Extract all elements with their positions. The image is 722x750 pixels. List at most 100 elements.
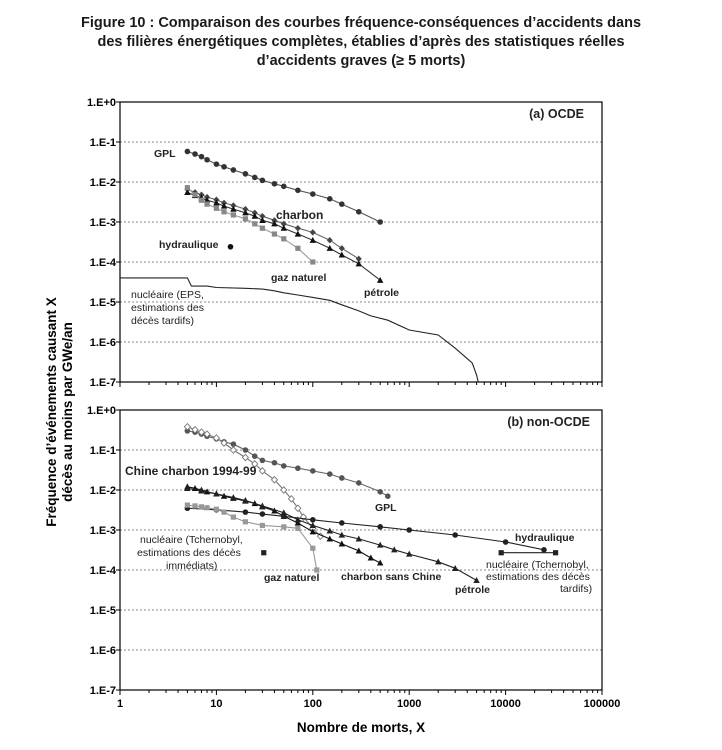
panel-a-annotations: GPL charbon hydraulique gaz naturel pétr… <box>131 148 399 327</box>
x-tick-label: 100 <box>304 698 322 710</box>
data-point <box>251 453 258 459</box>
data-point <box>280 513 287 520</box>
data-point <box>204 505 210 511</box>
data-point <box>299 513 308 521</box>
series-petrole <box>184 188 384 283</box>
data-point <box>259 212 266 220</box>
annotation-a-nucleaire-3: décès tardifs) <box>131 315 194 327</box>
data-point <box>295 187 301 194</box>
data-point <box>203 196 211 203</box>
data-point <box>310 259 316 265</box>
y-tick-label: 1.E-1 <box>90 445 116 457</box>
x-tick-label: 100000 <box>584 698 621 710</box>
data-point <box>314 567 320 573</box>
data-point <box>391 546 398 553</box>
data-point <box>270 475 279 484</box>
data-point <box>229 446 237 454</box>
annotation-b-nucleaire-tardifs-2: estimations des décès <box>486 571 590 583</box>
data-point <box>287 495 296 503</box>
data-point <box>451 564 459 571</box>
annotation-b-nucleaire-tardifs-3: tardifs) <box>560 583 592 595</box>
data-point <box>230 441 237 447</box>
series-nucleaire-tchernobyl-estimations-des-deces-immediats <box>261 550 267 556</box>
data-point <box>213 506 219 512</box>
data-point <box>259 225 265 231</box>
data-point <box>280 463 287 469</box>
data-point <box>230 202 237 209</box>
annotation-a-gaz-naturel: gaz naturel <box>271 272 327 284</box>
data-point <box>326 237 333 244</box>
data-point <box>376 276 384 283</box>
data-point <box>326 244 333 251</box>
data-point <box>271 231 278 237</box>
data-point <box>377 524 383 530</box>
data-point <box>251 174 258 181</box>
x-tick-label: 10 <box>210 698 222 710</box>
data-point <box>355 547 362 554</box>
data-point <box>294 519 302 526</box>
series-line <box>187 487 477 581</box>
data-point <box>367 554 375 561</box>
data-point <box>502 539 509 545</box>
data-point <box>230 205 237 212</box>
data-point <box>261 550 267 556</box>
data-point <box>294 224 301 232</box>
data-point <box>221 163 227 170</box>
data-point <box>355 260 362 267</box>
data-point <box>294 504 302 513</box>
annotation-b-gpl: GPL <box>375 502 397 514</box>
data-point <box>184 428 191 434</box>
data-point <box>271 220 278 227</box>
data-point <box>316 532 325 541</box>
x-axis-label: Nombre de morts, X <box>297 720 425 735</box>
data-point <box>198 153 205 160</box>
data-point <box>241 453 250 462</box>
data-point <box>295 465 301 472</box>
data-point <box>355 480 362 486</box>
annotation-a-nucleaire-2: estimations des <box>131 302 204 314</box>
data-point <box>227 243 234 250</box>
data-point <box>212 434 221 442</box>
data-point <box>184 148 191 155</box>
data-point <box>295 245 301 251</box>
data-point <box>280 220 287 228</box>
data-point <box>326 196 333 202</box>
data-point <box>326 527 333 534</box>
data-point <box>184 484 191 491</box>
data-point <box>259 522 265 529</box>
plot-frame <box>119 101 603 383</box>
data-point <box>294 230 302 237</box>
data-point <box>184 188 191 195</box>
data-point <box>280 224 287 231</box>
series-petrole <box>184 484 480 583</box>
data-point <box>191 425 199 434</box>
data-point <box>310 468 316 474</box>
y-axis-label-line-1: Fréquence d’événements causant X <box>44 297 59 527</box>
data-point <box>203 488 211 495</box>
data-point <box>242 519 249 525</box>
data-point <box>406 550 413 557</box>
data-point <box>242 205 249 213</box>
series-gaz-naturel <box>184 185 316 265</box>
data-point <box>252 221 258 227</box>
data-point <box>281 236 287 242</box>
data-point <box>197 428 206 436</box>
figure-title-line-3: d’accidents graves (≥ 5 morts) <box>256 53 466 69</box>
series-gpl <box>184 148 383 225</box>
data-point <box>355 255 362 263</box>
data-point <box>192 503 198 509</box>
data-point <box>230 514 236 520</box>
annotation-a-gpl: GPL <box>154 148 176 160</box>
y-tick-label: 1.E-7 <box>90 377 116 389</box>
series-hydraulique <box>227 243 234 250</box>
data-point <box>221 509 227 515</box>
data-point <box>339 475 345 481</box>
data-point <box>271 507 278 514</box>
data-point <box>242 496 249 503</box>
data-point <box>259 216 266 223</box>
data-point <box>339 520 345 526</box>
x-tick-label: 10000 <box>490 698 521 710</box>
data-point <box>204 156 210 163</box>
data-point <box>294 516 302 523</box>
data-point <box>242 216 249 222</box>
